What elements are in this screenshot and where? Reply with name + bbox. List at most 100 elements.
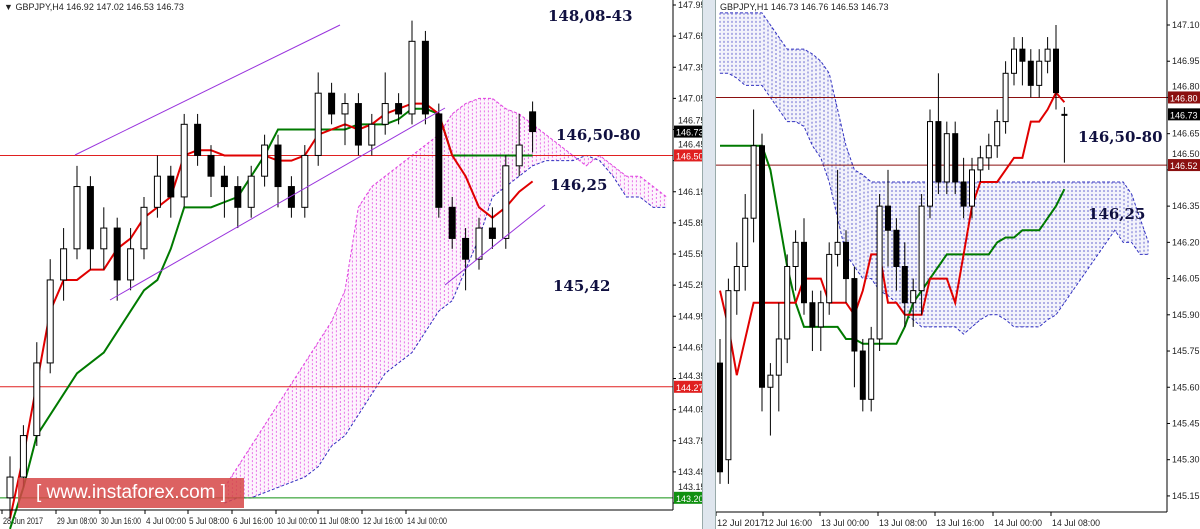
bullish-candle	[742, 217, 749, 267]
annotation-resistance: 146,50-80	[556, 126, 641, 144]
bullish-candle	[817, 302, 824, 328]
bullish-candle	[247, 175, 255, 208]
bearish-candle	[843, 241, 849, 280]
bearish-candle	[328, 92, 336, 115]
bullish-candle	[1011, 48, 1017, 74]
bullish-candle	[834, 241, 841, 255]
time-tick-label: 14 Jul 08:00	[1052, 518, 1100, 528]
price-tick-label: 147.10	[1172, 20, 1200, 30]
bearish-candle	[851, 278, 858, 352]
dropdown-triangle-icon[interactable]: ▼	[4, 2, 13, 12]
bullish-candle	[927, 121, 933, 207]
time-tick-label: 28 Jun 2017	[3, 516, 43, 526]
bullish-candle	[140, 206, 148, 250]
window-separator[interactable]	[702, 0, 716, 529]
bullish-candle	[969, 169, 975, 207]
bullish-candle	[475, 227, 483, 260]
price-tick-label: 144.35	[678, 371, 702, 381]
bearish-candle	[952, 133, 959, 183]
bullish-candle	[19, 435, 27, 478]
price-tick-label: 146.75	[678, 116, 702, 126]
bullish-candle	[127, 248, 135, 281]
h1-chart-canvas[interactable]: 147.10 146.95 146.80 146.65 146.50 146.35 146.…	[716, 0, 1200, 529]
bearish-candle	[462, 237, 470, 260]
symbol-ohlc-label: GBPJPY,H1 146.73 146.76 146.53 146.73	[720, 2, 889, 12]
tenkan-sen-line	[9, 102, 534, 519]
bullish-candle	[868, 338, 875, 400]
ichimoku-cloud	[224, 98, 667, 503]
bullish-candle	[876, 205, 883, 340]
bullish-candle	[368, 123, 376, 146]
bearish-candle	[207, 154, 215, 177]
bullish-candle	[341, 103, 349, 115]
time-tick-label: 30 Jun 16:00	[101, 516, 141, 526]
h1-chart-header: GBPJPY,H1 146.73 146.76 146.53 146.73	[720, 2, 888, 12]
h4-chart-canvas[interactable]: 147.95147.65147.35147.05146.75146.45146.…	[0, 0, 702, 529]
price-axis-bg	[1167, 0, 1200, 529]
bearish-candle	[167, 175, 175, 198]
time-tick-label: 14 Jul 00:00	[407, 516, 447, 526]
price-tick-label: 144.05	[678, 405, 702, 415]
time-tick-label: 13 Jul 08:00	[879, 518, 927, 528]
level-price-badge-bg	[674, 491, 702, 504]
time-tick-label: 13 Jul 00:00	[821, 518, 869, 528]
bearish-candle	[448, 206, 456, 239]
annotation-target: 148,08-43	[548, 7, 633, 25]
price-tick-label: 145.75	[1172, 346, 1200, 356]
current-price-badge-bg	[674, 125, 702, 138]
bullish-candle	[73, 186, 81, 250]
bearish-candle	[395, 103, 403, 115]
bullish-candle	[153, 175, 161, 208]
senkou-span-a	[223, 97, 667, 488]
price-tick-label: 146.15	[678, 187, 702, 197]
time-tick-label: 6 Jul 16:00	[233, 516, 273, 526]
bearish-candle	[220, 175, 228, 188]
h4-chart-header: ▼ GBPJPY,H4 146.92 147.02 146.53 146.73	[4, 2, 184, 12]
bullish-candle	[775, 338, 782, 376]
bullish-candle	[977, 157, 984, 171]
bullish-candle	[943, 133, 950, 183]
bullish-candle	[1002, 72, 1009, 123]
level-price-badge: 143.20	[676, 494, 702, 504]
level-price-badge: 144.27	[676, 383, 702, 393]
time-tick-label: 11 Jul 08:00	[319, 516, 359, 526]
bullish-candle	[733, 266, 740, 292]
h4-chart-panel[interactable]: 147.95147.65147.35147.05146.75146.45146.…	[0, 0, 702, 529]
bullish-candle	[46, 279, 54, 364]
time-tick-label: 12 Jul 16:00	[764, 518, 812, 528]
bearish-candle	[287, 186, 295, 208]
price-tick-label: 143.75	[678, 436, 702, 446]
bearish-candle	[901, 266, 908, 304]
bearish-candle	[1019, 48, 1026, 62]
bearish-candle	[893, 229, 900, 267]
bullish-candle	[100, 227, 108, 250]
bullish-candle	[301, 154, 309, 208]
bullish-candle	[180, 123, 188, 198]
bearish-candle	[354, 103, 362, 146]
price-tick-label: 145.30	[1172, 455, 1200, 465]
price-tick-label: 145.45	[1172, 418, 1200, 428]
h1-chart-panel[interactable]: 147.10 146.95 146.80 146.65 146.50 146.35 146.…	[716, 0, 1200, 529]
price-tick-label: 144.95	[678, 311, 702, 321]
price-tick-label: 147.95	[678, 0, 702, 10]
time-tick-label: 4 Jul 00:00	[146, 516, 186, 526]
price-tick-label: 147.05	[678, 93, 702, 103]
price-tick-label: 146.80	[1172, 81, 1200, 91]
annotation-support: 146,25	[1088, 205, 1146, 223]
bearish-candle	[960, 181, 967, 207]
bearish-candle	[1027, 60, 1034, 86]
price-tick-label: 146.95	[1172, 56, 1200, 66]
senkou-span-b	[720, 72, 1149, 335]
bullish-candle	[784, 266, 791, 340]
bullish-candle	[725, 290, 732, 461]
bearish-candle	[529, 111, 537, 133]
senkou-span-a	[720, 12, 1149, 243]
bullish-candle	[1036, 60, 1043, 86]
price-tick-label: 145.25	[678, 280, 702, 290]
price-tick-label: 145.90	[1172, 310, 1200, 320]
price-tick-label: 145.55	[678, 249, 702, 259]
bearish-candle	[859, 350, 866, 400]
bullish-candle	[261, 144, 269, 177]
bullish-candle	[502, 165, 510, 239]
bearish-candle	[234, 186, 242, 208]
